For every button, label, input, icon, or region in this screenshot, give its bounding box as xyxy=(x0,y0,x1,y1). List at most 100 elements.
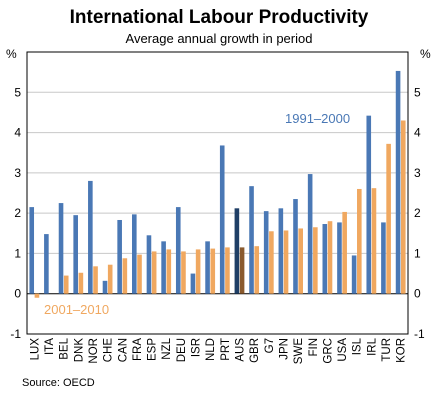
bar-nld-2001-2010 xyxy=(210,248,216,294)
chart-subtitle: Average annual growth in period xyxy=(126,31,313,46)
y-tick-label-right: 0 xyxy=(414,287,421,301)
source-note: Source: OECD xyxy=(22,377,95,389)
bar-isl-1991-2000 xyxy=(351,255,357,294)
bar-lux-2001-2010 xyxy=(34,293,40,298)
bar-nor-2001-2010 xyxy=(93,266,98,294)
bars xyxy=(29,70,406,298)
x-category-label: ISR xyxy=(191,338,203,357)
y-tick-label-right: -1 xyxy=(414,327,425,341)
bar-esp-2001-2010 xyxy=(151,251,157,294)
x-category-label: KOR xyxy=(396,338,408,363)
x-category-label: AUS xyxy=(234,338,246,362)
bar-dnk-2001-2010 xyxy=(78,272,84,294)
y-tick-labels: -1 -1 0 0 1 1 2 2 3 3 4 4 5 5 xyxy=(10,85,425,341)
bar-che-1991-2000 xyxy=(102,280,108,294)
y-tick-label-right: 4 xyxy=(414,126,421,140)
bar-isr-1991-2000 xyxy=(190,273,196,294)
x-category-label: TUR xyxy=(381,338,393,362)
x-category-label: PRT xyxy=(220,338,232,361)
bar-isr-2001-2010 xyxy=(195,249,201,294)
y-unit-right: % xyxy=(420,47,431,61)
x-category-label: CAN xyxy=(117,338,129,362)
bar-prt-2001-2010 xyxy=(225,247,230,294)
bar-fin-1991-2000 xyxy=(307,174,313,294)
y-tick-label-left: 2 xyxy=(14,206,21,220)
bar-nor-1991-2000 xyxy=(88,180,93,294)
bar-jpn-1991-2000 xyxy=(278,208,284,294)
x-category-label: DEU xyxy=(176,338,188,362)
x-category-label: CHE xyxy=(103,338,115,363)
bar-can-2001-2010 xyxy=(122,258,128,294)
bar-g7-2001-2010 xyxy=(269,231,274,294)
x-category-label: NLD xyxy=(205,338,217,361)
bar-gbr-1991-2000 xyxy=(249,186,254,294)
y-tick-label-left: 4 xyxy=(14,126,21,140)
x-category-labels: LUX ITA BEL DNK NOR CHE CAN FRA ESP NZL DEU ISR NLD P… xyxy=(29,337,407,364)
bar-irl-1991-2000 xyxy=(366,115,372,294)
x-category-label: USA xyxy=(337,338,349,362)
x-category-label: DNK xyxy=(73,338,85,363)
bar-bel-1991-2000 xyxy=(58,203,64,294)
x-category-label: ESP xyxy=(147,338,159,361)
bar-fin-2001-2010 xyxy=(313,227,318,294)
bar-aus-1991-2000 xyxy=(234,208,240,294)
x-category-label: GBR xyxy=(249,338,261,363)
x-category-label: FRA xyxy=(132,338,144,361)
bar-lux-1991-2000 xyxy=(29,207,35,294)
x-category-label: BEL xyxy=(59,337,71,359)
y-tick-label-right: 1 xyxy=(414,246,421,260)
y-tick-label-left: -1 xyxy=(10,327,21,341)
y-tick-label-left: 5 xyxy=(14,85,21,99)
bar-nld-1991-2000 xyxy=(205,241,210,294)
bar-aus-2001-2010 xyxy=(239,247,245,294)
bar-deu-2001-2010 xyxy=(181,251,186,294)
bar-irl-2001-2010 xyxy=(371,188,377,294)
bar-fra-2001-2010 xyxy=(137,254,142,294)
bar-usa-2001-2010 xyxy=(342,211,347,294)
y-tick-label-right: 3 xyxy=(414,166,421,180)
series-label-1991-2000: 1991–2000 xyxy=(285,111,350,126)
x-category-label: LUX xyxy=(29,338,41,361)
y-tick-label-right: 5 xyxy=(414,85,421,99)
y-unit-left: % xyxy=(6,47,17,61)
bar-grc-2001-2010 xyxy=(327,221,333,294)
x-category-label: SWE xyxy=(293,338,305,365)
bar-isl-2001-2010 xyxy=(357,188,362,294)
x-category-label: ISL xyxy=(352,337,364,355)
bar-tur-1991-2000 xyxy=(381,222,386,294)
bar-nzl-2001-2010 xyxy=(166,249,172,294)
y-tick-label-right: 2 xyxy=(414,206,421,220)
x-category-label: JPN xyxy=(278,338,290,360)
x-category-label: G7 xyxy=(264,338,276,353)
chart-title: International Labour Productivity xyxy=(70,7,369,28)
bar-esp-1991-2000 xyxy=(146,235,152,294)
bar-prt-1991-2000 xyxy=(219,145,225,294)
bar-grc-1991-2000 xyxy=(322,224,328,294)
x-category-label: IRL xyxy=(366,337,378,356)
bar-nzl-1991-2000 xyxy=(161,241,166,294)
bar-tur-2001-2010 xyxy=(386,143,391,294)
x-category-label: FIN xyxy=(308,338,320,357)
y-tick-label-left: 0 xyxy=(14,287,21,301)
bar-che-2001-2010 xyxy=(107,264,113,294)
y-tick-label-left: 3 xyxy=(14,166,21,180)
bar-swe-1991-2000 xyxy=(293,199,298,294)
bar-usa-1991-2000 xyxy=(337,222,342,294)
bar-bel-2001-2010 xyxy=(63,275,69,294)
x-category-label: ITA xyxy=(44,338,56,355)
bar-fra-1991-2000 xyxy=(132,214,137,294)
bar-swe-2001-2010 xyxy=(298,228,303,294)
plot-frame xyxy=(26,51,409,335)
x-category-label: NOR xyxy=(88,338,100,364)
bar-gbr-2001-2010 xyxy=(254,246,260,294)
series-label-2001-2010: 2001–2010 xyxy=(44,302,109,317)
bar-can-1991-2000 xyxy=(117,219,122,294)
bar-deu-1991-2000 xyxy=(175,207,181,294)
bar-jpn-2001-2010 xyxy=(283,230,289,294)
bar-kor-2001-2010 xyxy=(400,120,406,294)
x-category-label: GRC xyxy=(322,338,334,364)
bar-kor-1991-2000 xyxy=(395,70,401,294)
y-tick-label-left: 1 xyxy=(14,246,21,260)
bar-g7-1991-2000 xyxy=(263,211,269,294)
